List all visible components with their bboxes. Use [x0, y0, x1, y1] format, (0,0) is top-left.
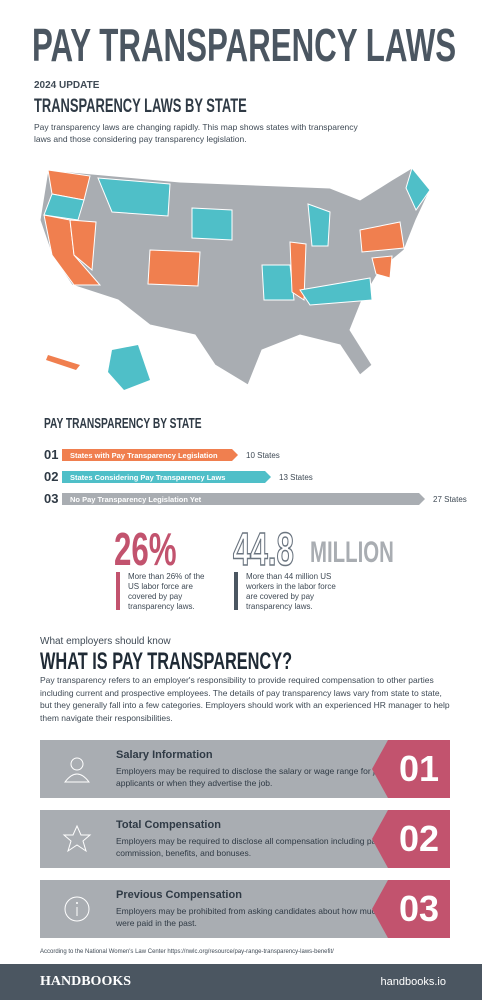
card: Salary Information Employers may be requi…	[40, 740, 450, 798]
icon	[64, 896, 90, 922]
bar	[62, 493, 425, 505]
bar-value: 27 States	[433, 495, 467, 504]
card-number: 01	[388, 740, 450, 798]
kicker: What employers should know	[40, 636, 171, 647]
card-text: Employers may be prohibited from asking …	[116, 906, 400, 928]
bar	[62, 471, 271, 483]
section-title: TRANSPARENCY LAWS BY STATE	[34, 96, 247, 117]
footer: HANDBOOKS handbooks.io	[0, 964, 482, 1000]
stat-text: More than 26% of the US labor force are …	[128, 572, 205, 611]
stat-rule	[234, 572, 238, 610]
stat-text: More than 44 million US workers in the l…	[246, 572, 336, 611]
stat-rule	[116, 572, 120, 610]
bar	[62, 449, 238, 461]
bar-chart: 01 States with Pay Transparency Legislati…	[44, 447, 467, 506]
intro: Pay transparency laws are changing rapid…	[34, 122, 358, 144]
card: Total Compensation Employers may be requi…	[40, 810, 450, 868]
brand: HANDBOOKS	[40, 974, 132, 989]
card-number: 02	[388, 810, 450, 868]
stat-unit: MILLION	[310, 536, 394, 569]
card: Previous Compensation Employers may be pr…	[40, 880, 450, 938]
bar-label: No Pay Transparency Legislation Yet	[70, 495, 202, 504]
update: 2024 UPDATE	[34, 80, 100, 91]
bar-index: 01	[44, 447, 58, 462]
bar-label: States with Pay Transparency Legislation	[70, 451, 218, 460]
bar-index: 03	[44, 491, 58, 506]
card-title: Previous Compensation	[116, 889, 242, 901]
card-text: Employers may be required to disclose th…	[116, 766, 399, 788]
bars-title: PAY TRANSPARENCY BY STATE	[44, 415, 202, 432]
card-number: 03	[388, 880, 450, 938]
chevron	[372, 810, 388, 868]
bar-index: 02	[44, 469, 58, 484]
icon	[62, 824, 92, 853]
card-title: Salary Information	[116, 749, 213, 761]
stat-big: 44.8	[232, 522, 294, 576]
what-title: WHAT IS PAY TRANSPARENCY?	[40, 648, 293, 675]
what-body: Pay transparency refers to an employer's…	[40, 675, 450, 723]
stat-big: 26%	[114, 523, 177, 575]
bar-value: 13 States	[279, 473, 313, 482]
map	[39, 166, 431, 390]
source: According to the National Women's Law Ce…	[40, 949, 334, 955]
card-text: Employers may be required to disclose al…	[116, 836, 405, 858]
chevron	[372, 880, 388, 938]
url[interactable]: handbooks.io	[380, 976, 446, 988]
title: PAY TRANSPARENCY LAWS	[32, 19, 457, 71]
icon	[63, 757, 91, 783]
card-title: Total Compensation	[116, 819, 221, 831]
bar-value: 10 States	[246, 451, 280, 460]
bar-label: States Considering Pay Transparency Laws	[70, 473, 225, 482]
chevron	[372, 740, 388, 798]
